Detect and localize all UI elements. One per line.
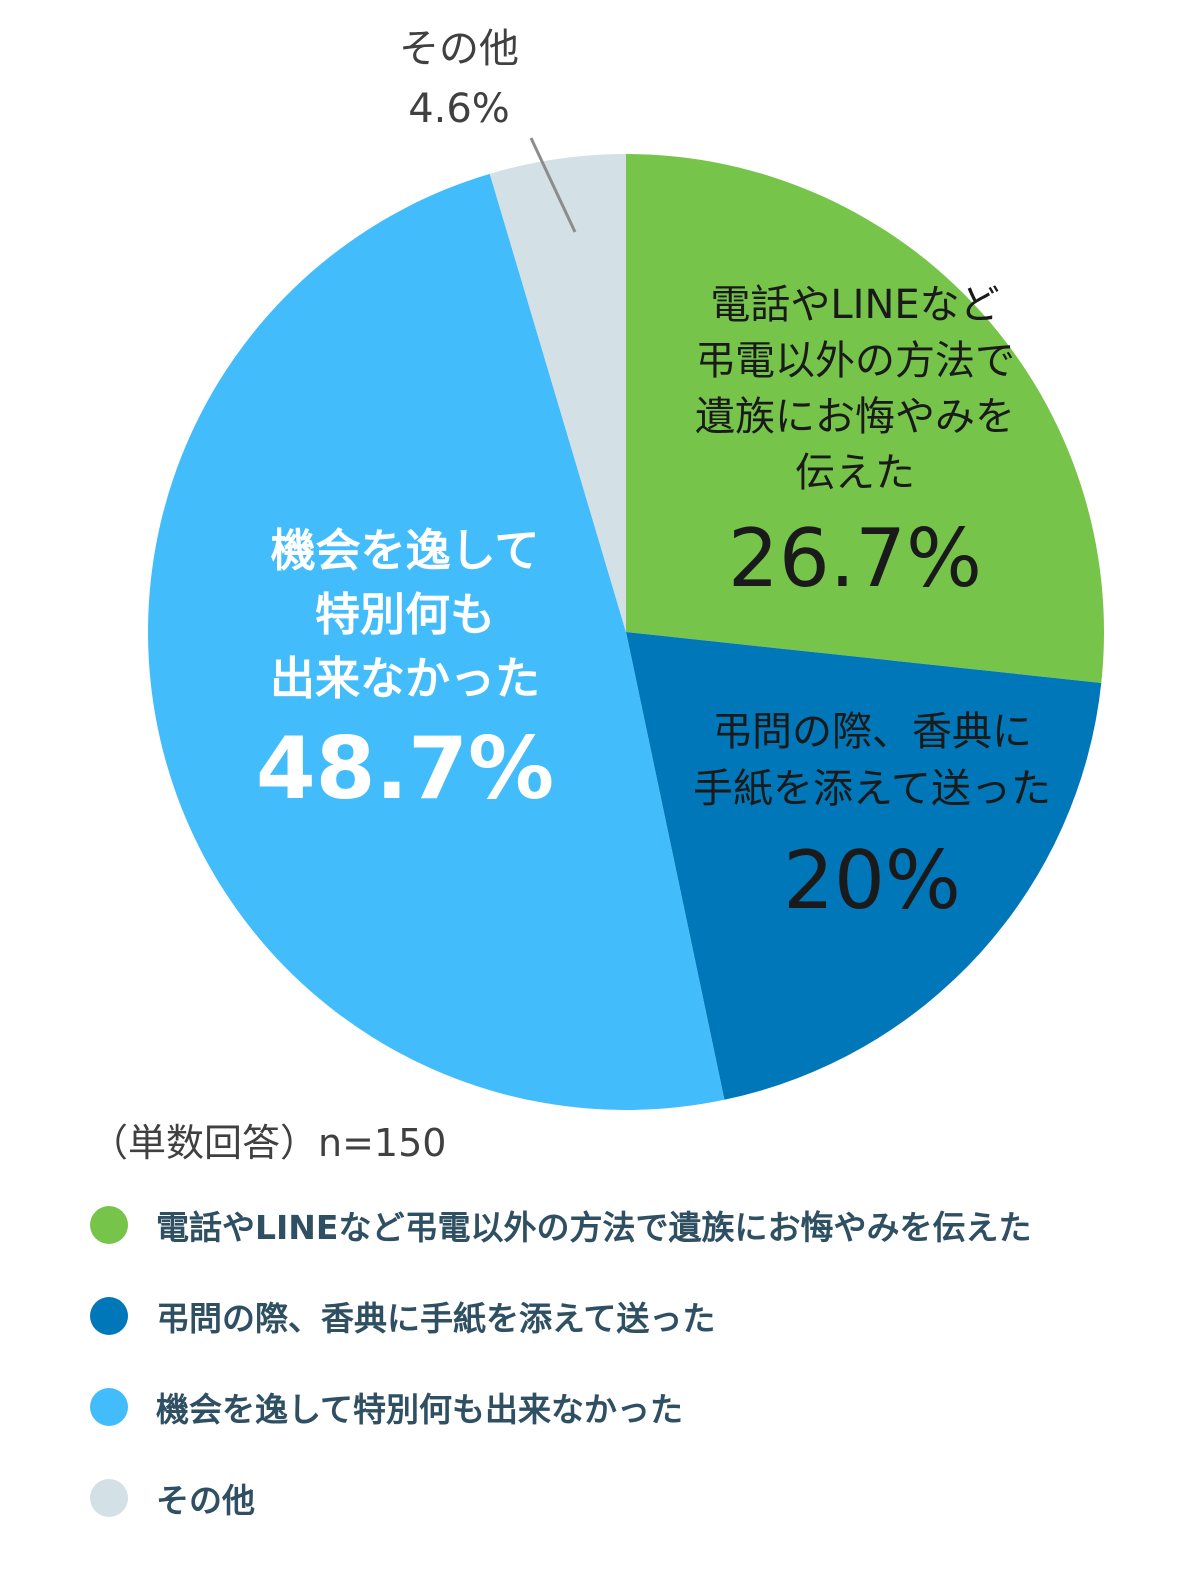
slice-value-other: 4.6%	[408, 86, 510, 132]
slice-label-phone-line: 伝えた	[795, 450, 915, 496]
slice-label-missed-chance: 出来なかった	[270, 652, 540, 705]
slice-label-condolence-letter: 手紙を添えて送った	[693, 766, 1051, 812]
slice-label-missed-chance: 特別何も	[315, 588, 495, 641]
slice-label-phone-line: 弔電以外の方法で	[695, 338, 1015, 384]
legend-label: 電話やLINEなど弔電以外の方法で遺族にお悔やみを伝えた	[156, 1208, 1032, 1247]
slice-value-phone-line: 26.7%	[728, 512, 982, 605]
slice-label-phone-line: 遺族にお悔やみを	[695, 394, 1015, 440]
slice-label-other: その他	[399, 26, 519, 72]
pie-slice-missed-chance	[148, 173, 725, 1110]
slice-value-condolence-letter: 20%	[783, 834, 961, 927]
legend-item-other: その他	[90, 1478, 1031, 1520]
legend-item-phone-line: 電話やLINEなど弔電以外の方法で遺族にお悔やみを伝えた	[90, 1205, 1031, 1247]
pie-slice-phone-line	[626, 154, 1104, 683]
legend-swatch	[90, 1388, 128, 1426]
other-leader-line	[529, 137, 577, 233]
slice-label-phone-line: 電話やLINEなど	[710, 282, 999, 328]
slice-label-missed-chance: 機会を逸して	[271, 524, 540, 577]
legend-item-missed-chance: 機会を逸して特別何も出来なかった	[90, 1387, 1031, 1429]
pie-slice-condolence-letter	[626, 632, 1102, 1100]
slice-label-condolence-letter: 弔問の際、香典に	[712, 709, 1032, 755]
legend-label: 機会を逸して特別何も出来なかった	[156, 1390, 684, 1429]
legend: 電話やLINEなど弔電以外の方法で遺族にお悔やみを伝えた 弔問の際、香典に手紙を添…	[90, 1205, 1031, 1569]
legend-swatch	[90, 1297, 128, 1335]
legend-label: 弔問の際、香典に手紙を添えて送った	[156, 1299, 716, 1338]
legend-swatch	[90, 1206, 128, 1244]
pie-slice-other	[489, 154, 626, 632]
slice-value-missed-chance: 48.7%	[256, 719, 554, 819]
pie-chart: 電話やLINEなど弔電以外の方法で遺族にお悔やみを伝えた 26.7% 弔問の際、香典…	[148, 26, 1104, 1110]
legend-item-condolence-letter: 弔問の際、香典に手紙を添えて送った	[90, 1296, 1031, 1338]
legend-swatch	[90, 1479, 128, 1517]
response-note: （単数回答）n=150	[90, 1121, 447, 1165]
legend-label: その他	[156, 1481, 255, 1520]
